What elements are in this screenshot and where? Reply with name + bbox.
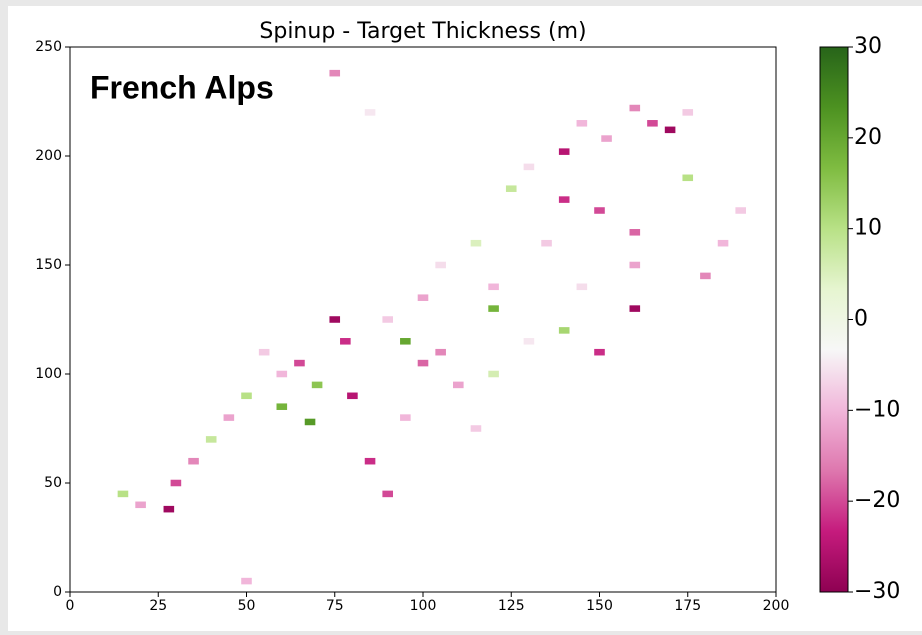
cell: [118, 491, 129, 498]
cell: [453, 382, 464, 389]
x-tick-label: 175: [674, 598, 701, 614]
colorbar-tick-label: 30: [854, 34, 882, 59]
cell: [594, 349, 605, 356]
colorbar-tick-label: 0: [854, 307, 868, 332]
y-tick-label: 150: [35, 257, 62, 273]
y-tick-label: 200: [35, 148, 62, 164]
cell: [164, 506, 175, 513]
cell: [488, 305, 499, 312]
cell: [312, 382, 323, 389]
cell: [418, 360, 429, 367]
page: Spinup - Target Thickness (m) French Alp…: [0, 0, 922, 635]
x-tick-label: 200: [763, 598, 790, 614]
cell: [577, 284, 588, 291]
cell: [488, 371, 499, 378]
x-tick-label: 75: [326, 598, 344, 614]
cell: [329, 70, 340, 77]
y-tick-label: 50: [44, 475, 62, 491]
cell: [735, 207, 746, 214]
cell: [418, 294, 429, 301]
cell: [382, 316, 393, 323]
cell: [718, 240, 729, 247]
cell: [340, 338, 351, 345]
y-tick-label: 250: [35, 39, 62, 55]
chart: Spinup - Target Thickness (m) French Alp…: [0, 0, 922, 631]
x-tick-label: 25: [149, 598, 167, 614]
cell: [135, 502, 146, 509]
x-tick-label: 125: [498, 598, 525, 614]
cell: [541, 240, 552, 247]
cell: [524, 338, 535, 345]
cell: [630, 105, 641, 112]
y-tick-label: 100: [35, 366, 62, 382]
y-tick-label: 0: [53, 584, 62, 600]
cell: [347, 393, 358, 400]
chart-title: Spinup - Target Thickness (m): [259, 19, 586, 44]
cell: [488, 284, 499, 291]
x-tick-label: 150: [586, 598, 613, 614]
x-tick-label: 0: [66, 598, 75, 614]
cell: [630, 229, 641, 236]
cell: [471, 240, 482, 247]
cell: [559, 196, 570, 203]
cell: [682, 109, 693, 116]
cell: [506, 185, 517, 192]
cell: [365, 458, 376, 465]
colorbar-tick-label: 10: [854, 216, 882, 241]
annotation: French Alps: [90, 69, 274, 105]
cell: [682, 175, 693, 182]
colorbar-tick-label: −10: [854, 397, 900, 422]
cell: [435, 349, 446, 356]
cell: [277, 403, 288, 410]
cell: [259, 349, 270, 356]
x-tick-label: 100: [410, 598, 437, 614]
colorbar: [820, 47, 848, 592]
cell: [382, 491, 393, 498]
cell: [471, 425, 482, 432]
cell: [601, 135, 612, 142]
cell: [171, 480, 182, 487]
cell: [559, 148, 570, 155]
cell: [277, 371, 288, 378]
cell: [524, 164, 535, 171]
x-tick-label: 50: [238, 598, 256, 614]
cell: [435, 262, 446, 269]
cell: [647, 120, 658, 127]
cell: [188, 458, 199, 465]
cell: [700, 273, 711, 280]
cell: [559, 327, 570, 334]
cell: [577, 120, 588, 127]
cell: [241, 578, 252, 585]
cell: [305, 419, 316, 426]
cell: [241, 393, 252, 400]
cell: [400, 338, 411, 345]
colorbar-tick-label: −20: [854, 488, 900, 513]
cell: [294, 360, 305, 367]
cell: [400, 414, 411, 421]
cell: [665, 127, 676, 134]
cell: [594, 207, 605, 214]
cell: [630, 305, 641, 312]
cell: [206, 436, 217, 443]
cell: [630, 262, 641, 269]
colorbar-tick-label: −30: [854, 579, 900, 604]
cell: [224, 414, 235, 421]
cell: [365, 109, 376, 116]
cell: [329, 316, 340, 323]
colorbar-tick-label: 20: [854, 125, 882, 150]
